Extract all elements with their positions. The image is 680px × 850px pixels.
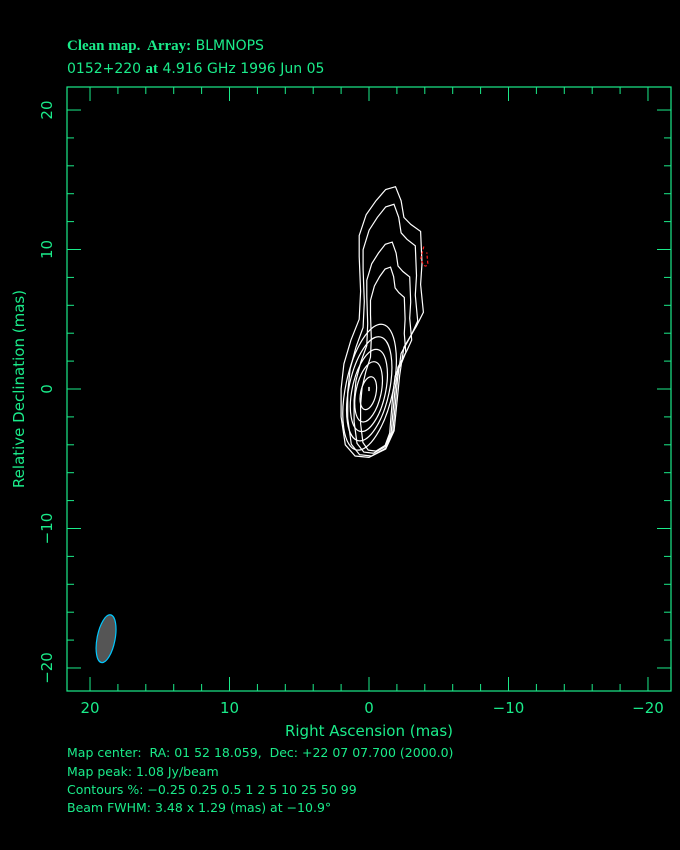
contour-line [359,376,378,411]
contour-line [347,203,419,457]
x-tick-label: 10 [220,699,239,717]
y-tick-label: 0 [38,384,56,394]
contours-info: Contours %: −0.25 0.25 0.5 1 2 5 10 25 5… [67,782,357,797]
map-subtitle: 0152+220 at 4.916 GHz 1996 Jun 05 [67,61,324,78]
x-tick-label: −10 [493,699,525,717]
beam-ellipse [95,614,117,664]
x-tick-label: 20 [80,699,99,717]
y-tick-label: −10 [38,513,56,545]
negative-contour [420,246,429,267]
contour-line [360,266,407,452]
y-tick-label: −20 [38,652,56,684]
y-axis-label: Relative Declination (mas) [10,290,28,488]
contour-line [342,323,397,451]
x-tick-label: 0 [364,699,374,717]
contour-line [349,348,389,433]
y-tick-label: 10 [38,240,56,259]
at-word: at [145,61,159,77]
contour-line [353,241,413,454]
contour-line [345,336,393,442]
title-prefix: Clean map. Array: [67,38,192,54]
contour-line [340,185,425,459]
map-center-info: Map center: RA: 01 52 18.059, Dec: +22 0… [67,745,454,760]
x-axis-label: Right Ascension (mas) [285,722,453,740]
contour-line [354,361,384,423]
observation-info: 4.916 GHz 1996 Jun 05 [162,61,325,77]
y-tick-label: 20 [38,100,56,119]
array-name: BLMNOPS [195,38,264,54]
map-peak-info: Map peak: 1.08 Jy/beam [67,764,219,779]
map-title: Clean map. Array: BLMNOPS [67,38,264,55]
x-tick-label: −20 [632,699,664,717]
source-name: 0152+220 [67,61,142,77]
beam-info: Beam FWHM: 3.48 x 1.29 (mas) at −10.9° [67,800,332,815]
